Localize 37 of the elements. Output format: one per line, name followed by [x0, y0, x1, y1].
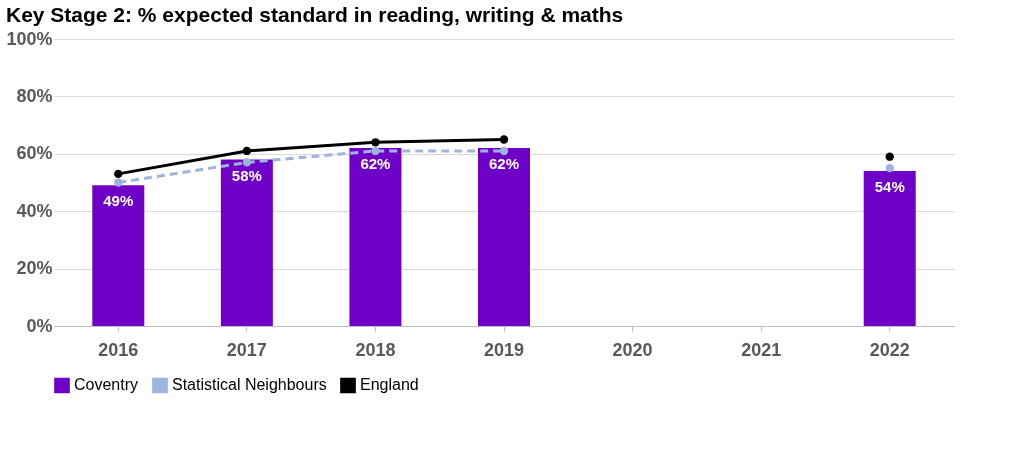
- bar: [863, 171, 916, 326]
- bar: [92, 185, 145, 326]
- data-label: 49%: [103, 192, 134, 210]
- x-tick-label: 2020: [612, 339, 653, 360]
- bar: [220, 159, 273, 326]
- legend-label: England: [360, 376, 419, 394]
- point: [371, 146, 380, 156]
- data-label: 62%: [488, 155, 520, 173]
- point: [885, 163, 894, 173]
- point: [371, 138, 380, 147]
- x-tick-label: 2022: [869, 339, 910, 360]
- point: [885, 152, 894, 161]
- legend-label: Coventry: [74, 376, 139, 394]
- y-tick-label: 20%: [16, 258, 53, 279]
- legend-label: Statistical Neighbours: [172, 376, 327, 394]
- data-label: 62%: [360, 155, 391, 173]
- point: [242, 158, 252, 167]
- data-label: 58%: [231, 166, 262, 184]
- y-tick-label: 40%: [16, 200, 53, 221]
- bar: [349, 148, 402, 326]
- x-tick-label: 2018: [355, 339, 396, 360]
- bar: [478, 148, 530, 326]
- y-tick-label: 60%: [16, 143, 53, 164]
- y-tick-label: 80%: [16, 85, 53, 106]
- x-tick-label: 2021: [741, 339, 782, 360]
- point: [499, 146, 509, 156]
- x-tick-label: 2019: [483, 339, 525, 360]
- y-tick-label: 0%: [26, 315, 53, 336]
- data-label: 54%: [874, 178, 905, 196]
- y-tick-label: 100%: [6, 28, 53, 49]
- point: [114, 178, 123, 187]
- point: [114, 169, 123, 179]
- x-tick-label: 2016: [98, 339, 139, 360]
- point: [499, 135, 509, 144]
- x-tick-label: 2017: [226, 339, 267, 360]
- point: [242, 146, 252, 156]
- chart-title: Key Stage 2: % expected standard in reading, writing & maths: [5, 3, 624, 26]
